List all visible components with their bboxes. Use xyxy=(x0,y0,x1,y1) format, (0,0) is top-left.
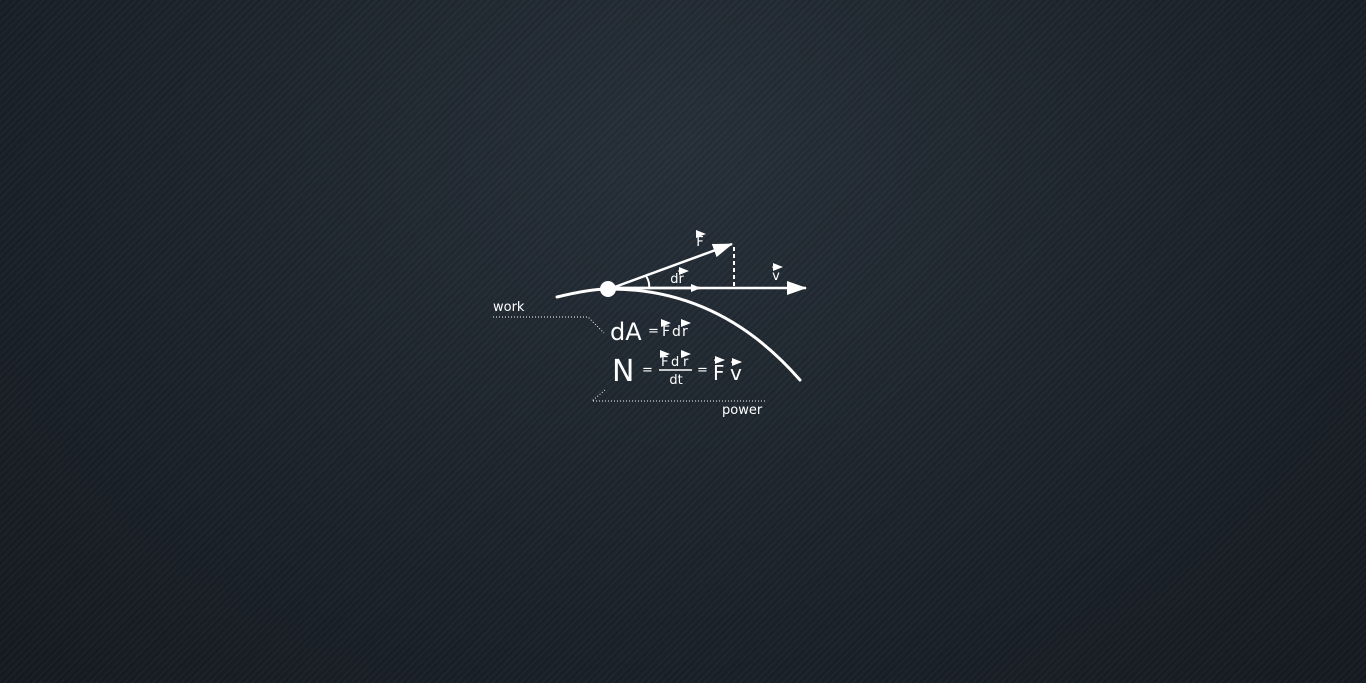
power-label: power xyxy=(722,403,763,418)
point-mass xyxy=(600,281,616,297)
work-lhs: dA xyxy=(610,318,642,346)
trajectory-curve xyxy=(555,287,802,382)
power-force: F xyxy=(713,361,725,385)
power-numerator-force: F xyxy=(661,355,668,370)
work-label: work xyxy=(493,300,525,315)
power-lhs: N xyxy=(612,354,634,389)
force-label: F xyxy=(696,235,703,250)
angle-arc xyxy=(645,275,651,289)
power-leader-line xyxy=(590,389,765,402)
velocity-label: v xyxy=(772,269,780,284)
work-d: d xyxy=(672,324,681,340)
force-arrow xyxy=(611,242,733,290)
power-equals-1: = xyxy=(642,363,653,378)
power-denominator: dt xyxy=(669,373,682,388)
power-velocity: v xyxy=(730,361,742,385)
power-numerator-r: r xyxy=(683,355,689,370)
work-equals: = xyxy=(648,324,659,339)
power-equals-2: = xyxy=(697,363,708,378)
power-numerator-d: d xyxy=(671,355,679,370)
work-leader-line xyxy=(493,316,605,334)
work-r: r xyxy=(682,324,688,340)
work-force: F xyxy=(662,324,670,340)
displacement-label: dr xyxy=(670,272,684,287)
